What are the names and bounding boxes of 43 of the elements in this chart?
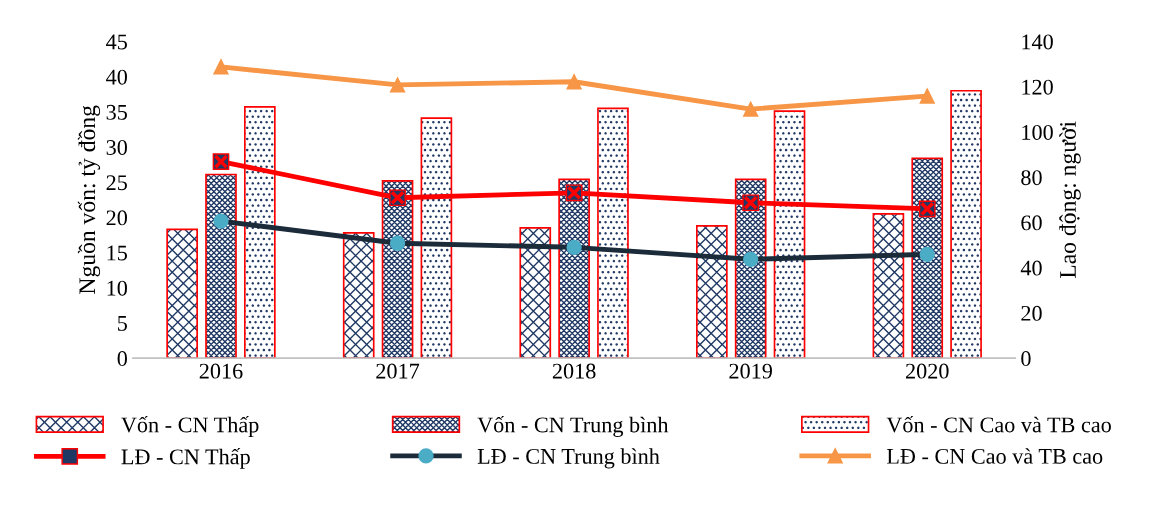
bar	[872, 213, 905, 359]
y-tick-label: 40	[106, 69, 127, 85]
legend-label: Vốn - CN Thấp	[121, 416, 259, 437]
y-tick-label: 5	[118, 316, 127, 331]
x-tick-label: 2019	[729, 363, 772, 379]
y-tick-label: 20	[106, 210, 127, 226]
y2-tick-label: 140	[1022, 34, 1053, 50]
legend-label: LĐ - CN Trung bình	[477, 448, 660, 469]
y-tick-label: 25	[106, 175, 127, 191]
y2-tick-label: 100	[1022, 124, 1053, 140]
y2-tick-label: 40	[1020, 260, 1042, 276]
point	[566, 74, 582, 90]
bar	[205, 173, 237, 359]
y2-tick-label: 120	[1022, 79, 1053, 95]
legend-label: LĐ - CN Thấp	[121, 448, 250, 469]
y2-axis-title: Lao động: người	[1059, 121, 1081, 279]
y-tick-label: 35	[106, 104, 127, 120]
y2-tick-label: 0	[1021, 351, 1031, 367]
legend-label: Vốn - CN Trung bình	[477, 416, 669, 437]
y-tick-label: 15	[107, 245, 127, 261]
x-tick-label: 2020	[905, 363, 949, 379]
y2-tick-label: 80	[1021, 170, 1042, 186]
bar	[695, 225, 728, 359]
y-axis-title: Nguồn vốn: tỷ đồng	[77, 105, 101, 294]
y2-tick-label: 20	[1021, 305, 1042, 321]
x-tick-label: 2017	[376, 363, 420, 379]
point	[743, 101, 759, 117]
y-tick-label: 30	[106, 139, 127, 155]
bar	[342, 232, 375, 359]
legend-label: LĐ - CN Cao và TB cao	[886, 448, 1103, 464]
y-tick-label: 10	[107, 280, 127, 296]
legend-label: Vốn - CN Cao và TB cao	[886, 416, 1111, 433]
bar	[519, 227, 552, 359]
bar	[166, 228, 198, 359]
y-tick-label: 45	[106, 34, 127, 50]
x-tick-label: 2018	[552, 363, 596, 379]
point	[213, 59, 229, 75]
point	[919, 88, 935, 104]
y2-tick-label: 60	[1021, 215, 1042, 231]
y-tick-label: 0	[117, 351, 127, 367]
x-tick-label: 2016	[199, 363, 243, 379]
point	[389, 77, 406, 93]
bar	[950, 89, 982, 359]
